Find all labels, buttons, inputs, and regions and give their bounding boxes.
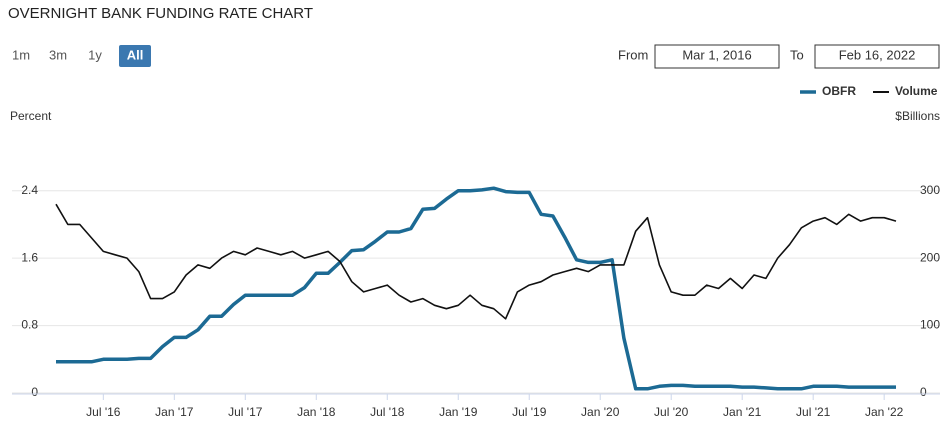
x-tick-label: Jan '19 [439, 405, 478, 419]
from-label: From [618, 47, 648, 62]
to-input[interactable] [814, 44, 940, 69]
series-line [56, 186, 896, 391]
x-tick-label: Jan '20 [581, 405, 620, 419]
x-tick-label: Jan '21 [723, 405, 762, 419]
from-input[interactable] [654, 44, 780, 69]
x-tick-label: Jul '18 [370, 405, 405, 419]
y2-tick-label: 100 [920, 318, 940, 332]
x-tick-label: Jul '20 [654, 405, 689, 419]
range-button[interactable]: 1y [88, 47, 102, 62]
y2-axis-label: $Billions [895, 109, 940, 123]
y-tick-label: 0 [31, 385, 38, 399]
x-tick-label: Jan '17 [155, 405, 194, 419]
y-axis-label: Percent [10, 109, 52, 123]
to-value[interactable]: Feb 16, 2022 [839, 47, 916, 62]
x-tick-label: Jan '22 [865, 405, 904, 419]
y2-tick-label: 300 [920, 183, 940, 197]
x-tick-label: Jul '17 [228, 405, 263, 419]
range-button-bg[interactable] [119, 45, 151, 67]
x-tick-label: Jul '21 [796, 405, 831, 419]
range-button[interactable]: 1m [12, 47, 30, 62]
series-line [55, 203, 897, 320]
range-button[interactable]: 3m [49, 47, 67, 62]
range-buttons: 1m 3m 1y All [12, 45, 151, 67]
legend-label: OBFR [822, 84, 856, 98]
from-value[interactable]: Mar 1, 2016 [682, 47, 751, 62]
to-label: To [790, 47, 804, 62]
x-tick-label: Jan '18 [297, 405, 336, 419]
range-button[interactable]: All [127, 47, 144, 62]
y2-tick-label: 200 [920, 250, 940, 264]
chart-title: OVERNIGHT BANK FUNDING RATE CHART [8, 5, 313, 22]
y-tick-label: 0.8 [21, 318, 38, 332]
x-tick-label: Jul '19 [512, 405, 547, 419]
y-tick-label: 2.4 [21, 183, 38, 197]
y2-tick-label: 0 [920, 385, 927, 399]
x-tick-label: Jul '16 [86, 405, 121, 419]
y-tick-label: 1.6 [21, 250, 38, 264]
legend-label: Volume [895, 84, 938, 98]
